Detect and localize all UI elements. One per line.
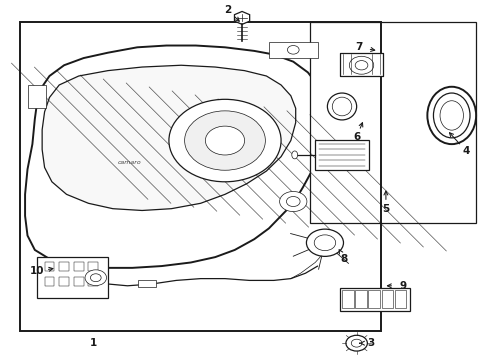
Bar [315,140,368,170]
Text: 8: 8 [340,254,347,264]
Polygon shape [234,12,249,24]
Ellipse shape [432,93,469,138]
Text: 3: 3 [367,338,374,348]
Ellipse shape [427,87,475,144]
Text: 2: 2 [224,5,231,15]
Ellipse shape [327,93,356,120]
Bar [394,291,406,308]
Circle shape [345,335,366,351]
Ellipse shape [331,97,351,116]
Text: 10: 10 [30,266,44,276]
Bar [88,262,98,271]
Bar [44,277,54,286]
Bar [341,291,353,308]
Circle shape [314,235,335,251]
Polygon shape [42,65,295,211]
Circle shape [279,192,306,212]
Text: 7: 7 [355,42,362,52]
Text: camaro: camaro [118,159,142,165]
Text: 5: 5 [382,204,389,214]
Circle shape [85,270,106,285]
Bar [367,291,379,308]
Bar [381,291,392,308]
Text: 4: 4 [462,146,469,156]
Bar [268,42,317,58]
Bar [339,53,383,76]
Circle shape [287,45,299,54]
Circle shape [286,197,300,207]
Circle shape [205,126,244,155]
Text: 1: 1 [89,338,97,348]
Bar [59,277,69,286]
Bar [138,280,156,287]
Circle shape [348,56,373,74]
Bar [44,262,54,271]
Polygon shape [25,45,325,268]
Text: 9: 9 [399,281,406,291]
Circle shape [168,99,281,182]
Bar [74,277,83,286]
Text: 6: 6 [352,132,360,142]
Bar [59,262,69,271]
Bar [37,257,108,298]
Circle shape [306,229,343,256]
Bar [88,277,98,286]
Bar [310,22,475,223]
Bar [27,85,46,108]
Bar [74,262,83,271]
Bar [339,288,409,311]
Circle shape [184,111,265,170]
Ellipse shape [291,151,297,159]
Bar [354,291,366,308]
Circle shape [350,339,361,347]
Ellipse shape [439,101,463,130]
Bar [20,22,380,330]
Circle shape [354,60,367,70]
Circle shape [90,274,101,282]
